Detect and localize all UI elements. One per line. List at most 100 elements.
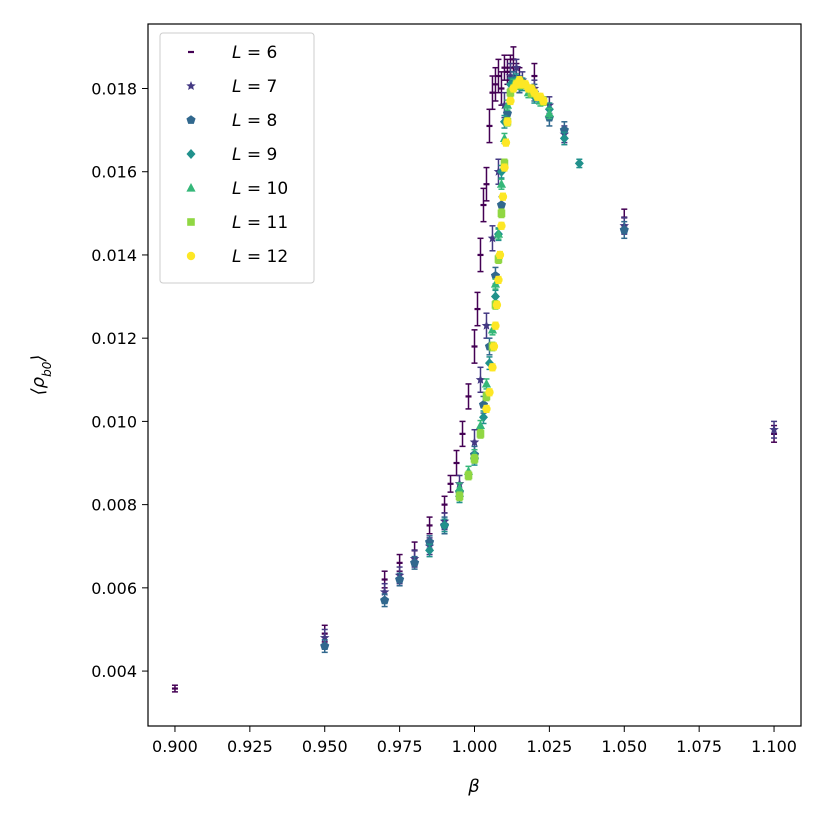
legend-marker xyxy=(186,149,196,159)
x-tick-label: 1.025 xyxy=(526,737,572,756)
x-tick-label: 1.100 xyxy=(751,737,797,756)
data-point xyxy=(485,388,494,397)
data-point xyxy=(498,192,508,201)
legend-label: L = 9 xyxy=(232,145,277,165)
data-point xyxy=(503,117,512,126)
y-tick-label: 0.010 xyxy=(91,412,137,431)
legend-item: L = 6 xyxy=(188,43,277,63)
y-tick-label: 0.018 xyxy=(91,79,137,98)
y-tick-label: 0.004 xyxy=(91,662,137,681)
data-point xyxy=(504,70,511,73)
legend-item: L = 10 xyxy=(186,179,288,199)
data-point xyxy=(505,71,516,81)
data-point xyxy=(489,342,499,351)
data-point xyxy=(477,253,484,257)
data-point xyxy=(396,561,403,564)
data-point xyxy=(469,437,480,447)
data-point xyxy=(493,229,504,238)
data-point xyxy=(476,430,485,438)
series-layer xyxy=(171,46,779,693)
x-tick-label: 0.925 xyxy=(227,737,273,756)
x-tick-label: 0.950 xyxy=(302,737,348,756)
data-point xyxy=(491,321,500,330)
x-tick-label: 0.975 xyxy=(377,737,423,756)
data-point xyxy=(395,574,405,584)
data-point xyxy=(441,503,448,506)
data-point xyxy=(769,424,779,434)
data-point xyxy=(489,91,496,94)
data-point xyxy=(500,163,509,172)
x-tick-label: 0.900 xyxy=(152,737,198,756)
data-point xyxy=(475,420,486,430)
legend-marker xyxy=(186,81,196,91)
data-point xyxy=(481,320,492,330)
y-tick-label: 0.006 xyxy=(91,579,137,598)
data-point xyxy=(475,374,486,384)
data-point xyxy=(379,587,390,597)
x-axis-label: β xyxy=(467,776,480,797)
data-point xyxy=(492,300,502,310)
data-point xyxy=(319,632,330,642)
data-point xyxy=(320,641,330,650)
data-point xyxy=(482,392,491,401)
x-tick-label: 1.050 xyxy=(601,737,647,756)
data-point xyxy=(465,395,472,398)
legend-item: L = 12 xyxy=(186,247,288,267)
data-point xyxy=(501,66,508,69)
data-point xyxy=(498,87,505,90)
legend-item: L = 8 xyxy=(186,111,277,131)
data-point xyxy=(426,524,433,527)
data-point xyxy=(531,74,538,78)
data-point xyxy=(453,461,460,465)
data-point xyxy=(459,432,466,435)
data-point xyxy=(496,200,507,209)
data-point xyxy=(447,482,454,485)
data-point xyxy=(480,203,487,207)
data-point xyxy=(481,378,492,388)
data-point xyxy=(410,558,420,567)
data-point xyxy=(470,455,479,463)
series-12 xyxy=(482,75,548,414)
data-point xyxy=(495,74,502,78)
data-point xyxy=(487,233,498,243)
data-point xyxy=(496,179,507,188)
y-tick-label: 0.014 xyxy=(91,246,137,265)
data-point xyxy=(483,183,490,186)
legend-label: L = 8 xyxy=(232,111,277,131)
data-point xyxy=(559,133,569,144)
data-point xyxy=(381,578,388,581)
data-point xyxy=(494,275,503,285)
data-point xyxy=(490,291,500,302)
x-tick-label: 1.075 xyxy=(676,737,722,756)
data-point xyxy=(497,221,506,231)
data-point xyxy=(619,225,629,234)
legend-label: L = 7 xyxy=(232,77,277,97)
data-point xyxy=(171,687,178,690)
y-tick-label: 0.016 xyxy=(91,163,137,182)
legend-box xyxy=(159,32,315,284)
legend-marker xyxy=(186,115,196,124)
data-point xyxy=(455,492,464,501)
data-point xyxy=(454,482,465,492)
data-point xyxy=(474,307,481,311)
data-point xyxy=(380,595,390,605)
legend-marker xyxy=(187,218,195,226)
x-axis: 0.900 0.925 0.950 0.975 1.000 1.025 1.050 1.075… xyxy=(152,726,797,756)
legend-label: L = 11 xyxy=(232,213,288,233)
y-tick-label: 0.008 xyxy=(91,496,137,515)
data-point xyxy=(506,88,515,97)
data-point xyxy=(506,96,515,106)
legend-label: L = 6 xyxy=(232,43,277,63)
data-point xyxy=(488,363,497,372)
legend-item: L = 11 xyxy=(187,213,288,233)
legend-label: L = 12 xyxy=(232,247,288,267)
legend: L = 6 L = 7 L = 8 L = 9 L = 10 L = 11 L = 12 xyxy=(159,32,315,284)
data-point xyxy=(539,96,548,106)
x-tick-label: 1.000 xyxy=(452,737,498,756)
legend-marker xyxy=(186,251,196,261)
legend-marker xyxy=(186,183,196,192)
legend-item: L = 9 xyxy=(186,145,277,165)
data-point xyxy=(544,108,554,118)
data-point xyxy=(497,209,506,218)
